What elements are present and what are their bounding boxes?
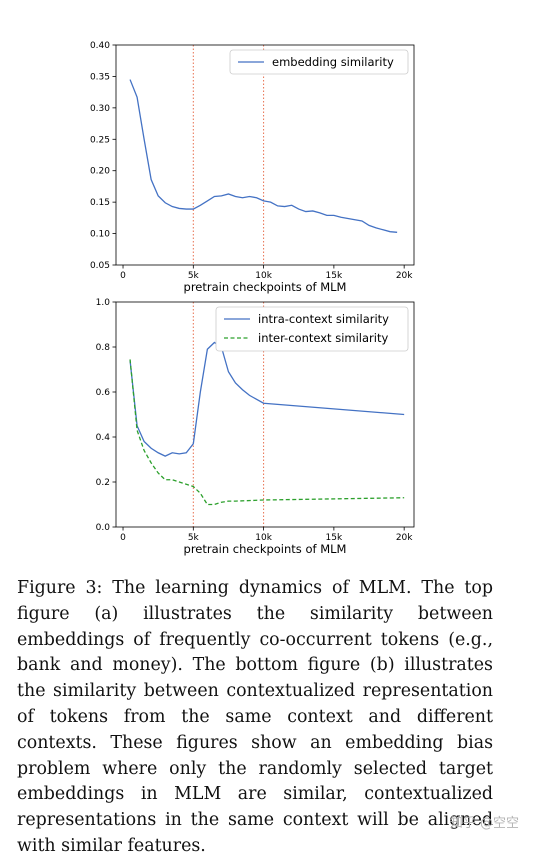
chart-bottom-context-similarity: 0 5k 10k 15k 20k 0.0 0.2 0.4 0.6 0.8 1.0 pretrain c… xyxy=(96,298,415,556)
x-tick-label: 10k xyxy=(255,271,272,281)
legend-box xyxy=(229,49,409,75)
series-line-0 xyxy=(129,341,405,457)
y-tick-label: 0.8 xyxy=(96,343,111,353)
x-tick-label: 5k xyxy=(188,533,200,543)
x-tick-label: 20k xyxy=(396,271,413,281)
y-tick-label: 0.25 xyxy=(90,135,110,145)
y-tick-label: 1.0 xyxy=(96,298,111,308)
legend-box xyxy=(215,306,409,352)
x-tick-label: 20k xyxy=(396,533,413,543)
y-tick-label: 0.15 xyxy=(90,198,110,208)
y-tick-label: 0.6 xyxy=(96,388,111,398)
plot-frame xyxy=(115,44,415,266)
chart-top-embedding-similarity: 0 5k 10k 15k 20k 0.05 0.10 0.15 0.20 0.25 0.30 0.35… xyxy=(90,41,415,294)
x-tick-label: 0 xyxy=(120,271,126,281)
y-tick-label: 0.30 xyxy=(90,104,110,114)
y-tick-label: 0.10 xyxy=(90,230,110,240)
series-line-0 xyxy=(129,79,398,233)
y-tick-label: 0.2 xyxy=(96,478,110,488)
figure-caption: Figure 3: The learning dynamics of MLM. … xyxy=(17,578,493,856)
x-tick-label: 15k xyxy=(326,271,343,281)
y-tick-label: 0.05 xyxy=(90,261,110,271)
x-tick-label: 10k xyxy=(255,533,272,543)
x-tick-label: 15k xyxy=(326,533,343,543)
watermark: 知乎 @空空 xyxy=(449,816,519,831)
legend-label-0: intra-context similarity xyxy=(258,312,389,326)
x-axis-label: pretrain checkpoints of MLM xyxy=(184,280,347,294)
series-line-1 xyxy=(129,359,405,506)
x-tick-label: 0 xyxy=(120,533,126,543)
x-tick-label: 5k xyxy=(188,271,200,281)
y-tick-label: 0.40 xyxy=(90,41,110,51)
y-tick-label: 0.20 xyxy=(90,167,110,177)
legend-label-0: embedding similarity xyxy=(272,55,394,69)
y-tick-label: 0.4 xyxy=(96,433,111,443)
legend-label-1: inter-context similarity xyxy=(258,331,388,345)
y-tick-label: 0.0 xyxy=(96,523,111,533)
x-axis-label: pretrain checkpoints of MLM xyxy=(184,542,347,556)
y-tick-label: 0.35 xyxy=(90,72,110,82)
plot-frame xyxy=(115,301,415,528)
